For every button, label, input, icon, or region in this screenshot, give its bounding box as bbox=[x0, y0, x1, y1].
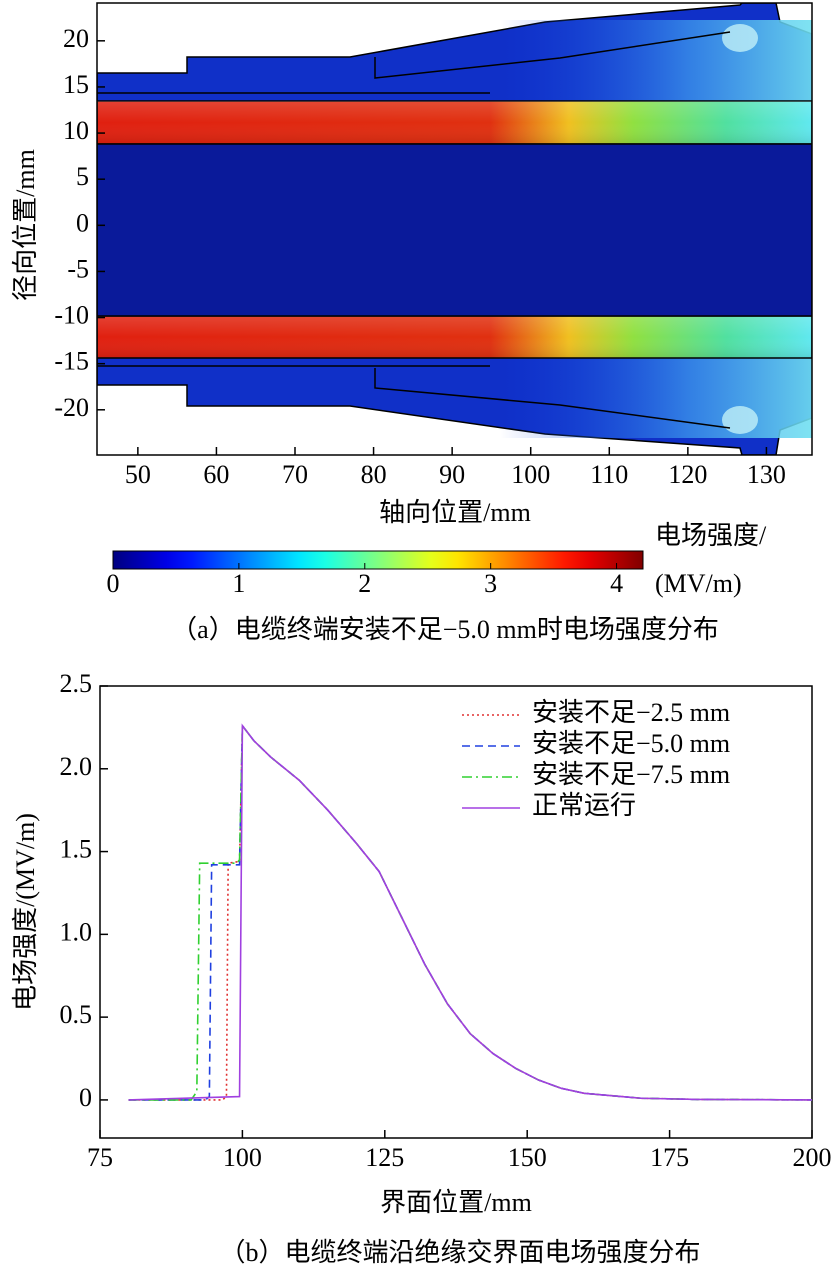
colorbar-tick-label: 4 bbox=[610, 569, 623, 598]
x-tick-label: 110 bbox=[590, 460, 628, 489]
colorbar-label: (MV/m) bbox=[655, 569, 742, 598]
y-tick-label: 20 bbox=[63, 24, 89, 53]
x-tick-label: 90 bbox=[439, 460, 465, 489]
colorbar bbox=[112, 550, 644, 570]
x-tick-label: 75 bbox=[87, 1143, 113, 1172]
x-tick-label: 100 bbox=[223, 1143, 262, 1172]
y-tick-label: 2.5 bbox=[60, 669, 93, 698]
y-tick-label: 10 bbox=[63, 116, 89, 145]
caption: （a）电缆终端安装不足−5.0 mm时电场强度分布 bbox=[171, 615, 719, 644]
colorbar-tick-label: 3 bbox=[484, 569, 497, 598]
x-tick-label: 200 bbox=[793, 1143, 832, 1172]
legend-label: 正常运行 bbox=[532, 791, 636, 820]
y-tick-label: -15 bbox=[54, 347, 89, 376]
y-tick-label: -20 bbox=[54, 393, 89, 422]
x-tick-label: 50 bbox=[125, 460, 151, 489]
colorbar-tick-label: 2 bbox=[358, 569, 371, 598]
y-tick-label: 0.5 bbox=[60, 1000, 93, 1029]
x-tick-label: 175 bbox=[650, 1143, 689, 1172]
plot-frame bbox=[96, 2, 813, 456]
colorbar-label: 电场强度/ bbox=[655, 521, 767, 550]
y-tick-label: -5 bbox=[67, 254, 89, 283]
colorbar-tick-label: 1 bbox=[232, 569, 245, 598]
plot-frame bbox=[99, 685, 813, 1139]
x-axis-label: 界面位置/mm bbox=[380, 1188, 532, 1217]
x-tick-label: 100 bbox=[511, 460, 550, 489]
x-tick-label: 60 bbox=[203, 460, 229, 489]
y-axis-label: 电场强度/(MV/m) bbox=[11, 813, 40, 1011]
x-tick-label: 70 bbox=[282, 460, 308, 489]
y-axis-label: 径向位置/mm bbox=[11, 149, 40, 301]
x-tick-label: 125 bbox=[365, 1143, 404, 1172]
y-tick-label: -10 bbox=[54, 301, 89, 330]
y-tick-label: 2.0 bbox=[60, 752, 93, 781]
y-tick-label: 1.5 bbox=[60, 835, 93, 864]
x-tick-label: 120 bbox=[668, 460, 707, 489]
colorbar-tick-label: 0 bbox=[107, 569, 120, 598]
legend-label: 安装不足−7.5 mm bbox=[532, 760, 730, 789]
series-line bbox=[128, 723, 813, 1101]
y-tick-label: 1.0 bbox=[60, 917, 93, 946]
field-map bbox=[97, 3, 812, 455]
caption: （b）电缆终端沿绝缘交界面电场强度分布 bbox=[219, 1238, 700, 1267]
y-tick-label: 15 bbox=[63, 70, 89, 99]
y-tick-label: 5 bbox=[76, 162, 89, 191]
y-tick-label: 0 bbox=[79, 1083, 92, 1112]
x-tick-label: 130 bbox=[747, 460, 786, 489]
x-axis-label: 轴向位置/mm bbox=[379, 498, 531, 527]
legend-label: 安装不足−2.5 mm bbox=[532, 698, 730, 727]
y-tick-label: 0 bbox=[76, 208, 89, 237]
x-tick-label: 80 bbox=[361, 460, 387, 489]
legend-label: 安装不足−5.0 mm bbox=[532, 729, 730, 758]
x-tick-label: 150 bbox=[508, 1143, 547, 1172]
